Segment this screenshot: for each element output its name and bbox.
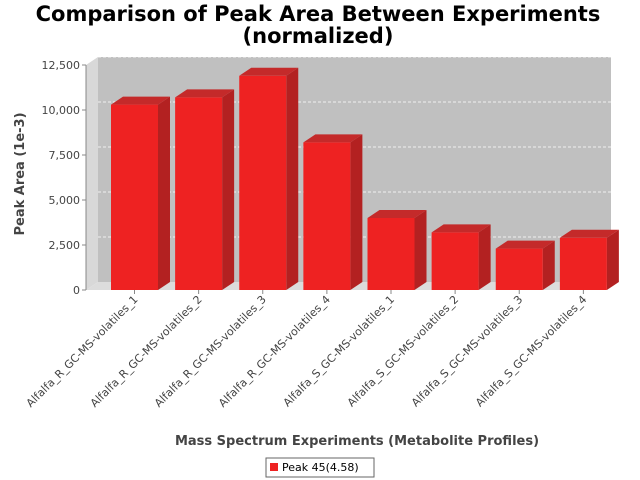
bar-top xyxy=(495,240,555,249)
x-tick-label: Alfalfa_R_GC-MS-volatiles_4 xyxy=(216,293,333,410)
chart-title: Comparison of Peak Area Between Experime… xyxy=(36,2,601,26)
x-tick-label: Alfalfa_S_GC-MS-volatiles_3 xyxy=(409,293,525,409)
y-tick-label: 7,500 xyxy=(49,149,81,162)
bar-top xyxy=(559,229,619,238)
y-tick-label: 0 xyxy=(73,284,80,297)
x-tick-label: Alfalfa_R_GC-MS-volatiles_3 xyxy=(152,293,269,410)
bar-top xyxy=(175,89,235,98)
bar xyxy=(495,248,543,290)
bar-top xyxy=(431,224,491,233)
y-tick-label: 10,000 xyxy=(42,104,81,117)
bar-side xyxy=(158,96,170,290)
bar xyxy=(239,75,287,290)
bar-side xyxy=(286,67,299,290)
bar-side xyxy=(606,229,619,290)
y-tick-label: 2,500 xyxy=(49,239,81,252)
bar xyxy=(303,142,351,290)
bar-side xyxy=(222,89,235,291)
bar-side xyxy=(414,210,427,290)
bar-side xyxy=(350,134,363,290)
x-axis-ticks: Alfalfa_R_GC-MS-volatiles_1Alfalfa_R_GC-… xyxy=(24,290,589,410)
y-axis-label: Peak Area (1e-3) xyxy=(13,112,28,235)
bar-top xyxy=(111,96,170,105)
bar-top xyxy=(239,67,299,76)
bar xyxy=(111,104,158,290)
legend-swatch xyxy=(270,463,278,471)
bar-side xyxy=(478,224,491,290)
legend-label: Peak 45(4.58) xyxy=(282,461,359,474)
legend-box xyxy=(265,457,375,478)
x-tick-label: Alfalfa_R_GC-MS-volatiles_2 xyxy=(88,293,205,410)
legend: Peak 45(4.58) xyxy=(265,457,375,478)
x-tick-label: Alfalfa_S_GC-MS-volatiles_4 xyxy=(473,293,589,409)
bar xyxy=(175,97,223,291)
plot-side-wall xyxy=(86,57,98,290)
bar xyxy=(559,237,607,290)
x-tick-label: Alfalfa_S_GC-MS-volatiles_1 xyxy=(281,293,397,409)
chart-subtitle: (normalized) xyxy=(243,24,394,48)
bar xyxy=(431,232,479,290)
bars xyxy=(111,67,619,291)
bar-top xyxy=(303,134,363,143)
x-tick-label: Alfalfa_R_GC-MS-volatiles_1 xyxy=(24,293,141,410)
bar-side xyxy=(542,240,555,290)
y-axis-ticks: 0 2,500 5,000 7,500 10,000 12,500 xyxy=(42,59,86,297)
x-axis-label: Mass Spectrum Experiments (Metabolite Pr… xyxy=(175,434,539,449)
bar-top xyxy=(367,210,427,218)
x-tick-label: Alfalfa_S_GC-MS-volatiles_2 xyxy=(345,293,461,409)
y-tick-label: 12,500 xyxy=(42,59,81,72)
y-tick-label: 5,000 xyxy=(49,194,81,207)
bar xyxy=(367,218,415,290)
